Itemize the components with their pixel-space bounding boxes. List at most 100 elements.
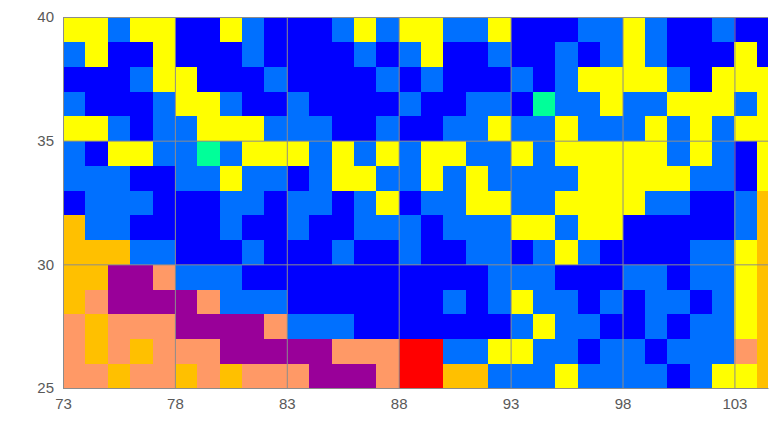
cell (309, 17, 332, 42)
cell (309, 190, 332, 215)
x-grid-line (399, 17, 400, 388)
cells (63, 17, 768, 388)
cell (466, 17, 489, 42)
cell (85, 141, 108, 166)
cell (175, 165, 198, 190)
cell (600, 264, 623, 289)
cell (623, 190, 646, 215)
cell (555, 91, 578, 116)
cell (309, 116, 332, 141)
cell (533, 66, 556, 91)
cell (555, 42, 578, 67)
cell (242, 66, 265, 91)
cell (153, 165, 176, 190)
cell (85, 66, 108, 91)
cell (555, 165, 578, 190)
cell (130, 264, 153, 289)
cell (712, 190, 735, 215)
cell (488, 240, 511, 265)
cell (578, 314, 601, 339)
cell (511, 141, 534, 166)
cell (63, 289, 86, 314)
y-tick-label: 35 (37, 132, 54, 149)
cell (332, 190, 355, 215)
cell (578, 141, 601, 166)
cell (130, 141, 153, 166)
cell (600, 240, 623, 265)
cell (153, 240, 176, 265)
cell (443, 66, 466, 91)
cell (578, 42, 601, 67)
cell (287, 165, 310, 190)
cell (153, 190, 176, 215)
cell (287, 215, 310, 240)
cell (175, 289, 198, 314)
cell (130, 17, 153, 42)
cell (690, 116, 713, 141)
cell (578, 363, 601, 388)
cell (712, 215, 735, 240)
cell (555, 190, 578, 215)
cell (734, 339, 757, 364)
cell (153, 314, 176, 339)
cell (264, 215, 287, 240)
cell (443, 141, 466, 166)
cell (511, 165, 534, 190)
cell (399, 42, 422, 67)
cell (63, 314, 86, 339)
cell (600, 363, 623, 388)
cell (533, 363, 556, 388)
cell (242, 190, 265, 215)
cell (623, 339, 646, 364)
cell (287, 91, 310, 116)
cell (220, 141, 243, 166)
cell (85, 363, 108, 388)
y-axis-line (63, 18, 64, 389)
cell (399, 240, 422, 265)
cell (332, 141, 355, 166)
cell (309, 141, 332, 166)
cell (175, 42, 198, 67)
cell (153, 339, 176, 364)
cell (533, 190, 556, 215)
x-grid-line (511, 17, 512, 388)
cell (264, 363, 287, 388)
cell (600, 42, 623, 67)
cell (153, 264, 176, 289)
cell (175, 17, 198, 42)
cell (578, 264, 601, 289)
cell (443, 116, 466, 141)
cell (197, 17, 220, 42)
cell (242, 141, 265, 166)
cell (600, 141, 623, 166)
cell (623, 314, 646, 339)
cell (63, 363, 86, 388)
cell (421, 66, 444, 91)
cell (667, 339, 690, 364)
cell (511, 66, 534, 91)
cell (667, 190, 690, 215)
cell (712, 363, 735, 388)
cell (197, 289, 220, 314)
x-grid-line (734, 17, 735, 388)
cell (264, 116, 287, 141)
cell (443, 42, 466, 67)
x-tick: 88 (391, 17, 408, 412)
cell (264, 314, 287, 339)
x-axis-line (64, 388, 769, 389)
cell (376, 91, 399, 116)
cell (466, 165, 489, 190)
cell (488, 91, 511, 116)
x-tick-label: 88 (391, 395, 408, 412)
cell (623, 264, 646, 289)
cell (332, 289, 355, 314)
cell (399, 141, 422, 166)
cell (63, 66, 86, 91)
cell (85, 289, 108, 314)
cell (287, 190, 310, 215)
cell (757, 215, 768, 240)
cell (578, 240, 601, 265)
cell (578, 215, 601, 240)
cell (264, 91, 287, 116)
cell (242, 91, 265, 116)
